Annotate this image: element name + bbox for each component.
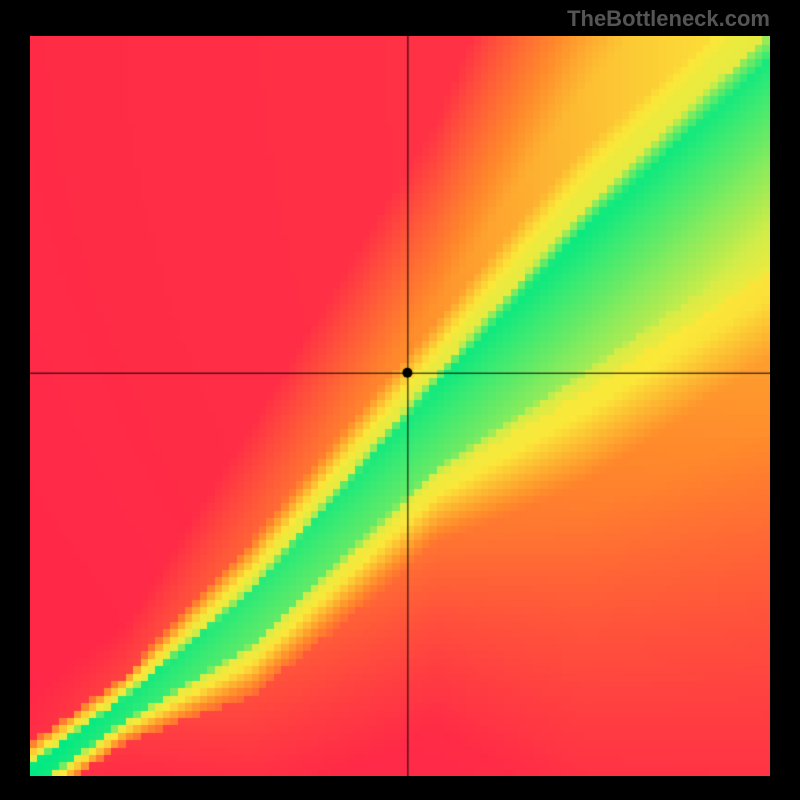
heatmap-canvas	[30, 36, 770, 776]
page-source-label: TheBottleneck.com	[567, 6, 770, 32]
bottleneck-heatmap	[30, 36, 770, 776]
